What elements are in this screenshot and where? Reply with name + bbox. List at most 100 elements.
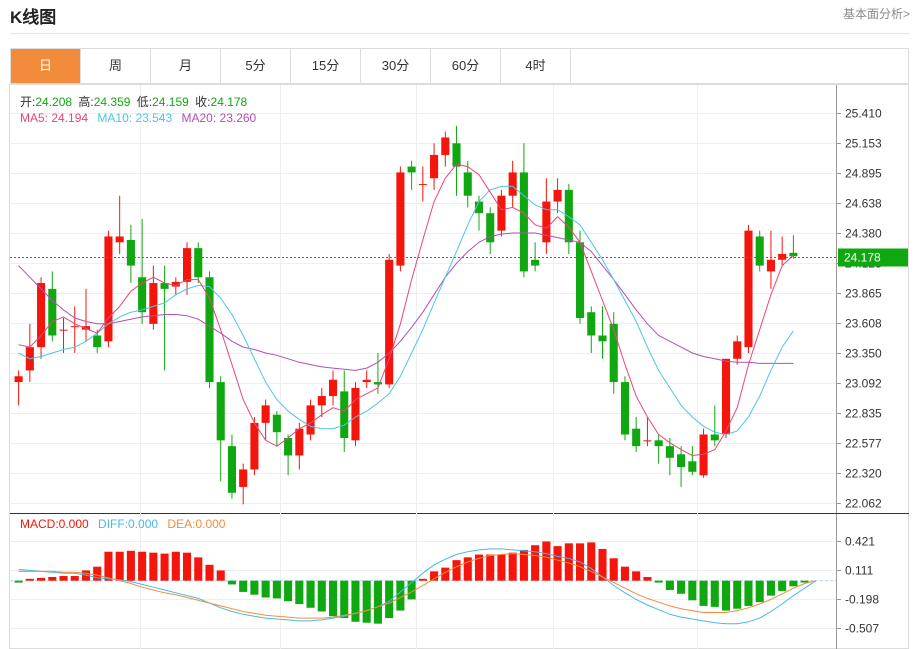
high-value: 24.359 [93, 95, 131, 109]
candle-body [272, 414, 281, 433]
tab-60min[interactable]: 60分 [431, 49, 501, 83]
candle-body [194, 248, 203, 278]
tab-15min[interactable]: 15分 [291, 49, 361, 83]
candle-body [710, 434, 719, 441]
candle-body [430, 154, 439, 179]
candle-body [789, 252, 798, 257]
fundamental-analysis-link[interactable]: 基本面分析> [842, 7, 910, 21]
macd-histogram-bar [328, 580, 338, 617]
dea-line [18, 553, 816, 619]
macd-histogram-bar [710, 580, 719, 607]
candlestick [385, 253, 394, 388]
candlestick [721, 358, 731, 438]
candle-body [418, 184, 427, 186]
candle-body [733, 341, 742, 359]
candlestick [362, 370, 371, 388]
candlestick [418, 166, 427, 202]
candlestick [766, 230, 775, 289]
tab-4hour[interactable]: 4时 [501, 49, 571, 83]
macd-histogram-bar [37, 577, 46, 581]
candlestick [620, 376, 629, 441]
price-axis-tick-label: 25.410 [845, 107, 882, 121]
price-axis-tick-label: 24.380 [845, 227, 882, 241]
candlestick [609, 312, 618, 394]
candle-body [755, 236, 764, 266]
candlestick [14, 370, 23, 406]
macd-histogram-bar [609, 558, 618, 581]
candle-body [104, 236, 113, 342]
macd-histogram-bar [14, 580, 23, 583]
macd-histogram-bar [396, 580, 405, 611]
candle-body [665, 446, 674, 458]
candle-body [564, 189, 573, 243]
tab-30min[interactable]: 30分 [361, 49, 431, 83]
macd-histogram-bar [351, 580, 360, 622]
candle-body [183, 248, 192, 282]
macd-histogram-bar [227, 580, 236, 585]
candlestick [486, 207, 495, 254]
candlestick [250, 417, 259, 476]
macd-histogram-bar [755, 580, 764, 603]
candle-body [677, 454, 686, 468]
price-axis-tick-label: 25.153 [845, 137, 882, 151]
macd-histogram-bar [216, 570, 225, 581]
candlestick [564, 184, 573, 254]
candlestick [272, 411, 281, 447]
candlestick [789, 235, 798, 259]
candle-body [149, 283, 158, 324]
macd-histogram-bar [598, 548, 607, 581]
macd-histogram-bar [733, 580, 742, 609]
tab-month[interactable]: 月 [151, 49, 221, 83]
macd-histogram-bar [542, 541, 551, 581]
macd-histogram-bar [171, 551, 180, 581]
candle-body [216, 382, 225, 441]
macd-histogram-bar [452, 560, 461, 581]
macd-histogram-bar [463, 557, 472, 581]
candlestick [171, 277, 180, 295]
tab-day[interactable]: 日 [11, 49, 81, 83]
macd-histogram-bar [665, 580, 674, 591]
candle-body [699, 434, 708, 476]
candle-body [497, 195, 506, 231]
macd-histogram-bar [104, 551, 113, 581]
ohlc-readout: 开:24.208 高:24.359 低:24.159 收:24.178 [20, 93, 247, 110]
macd-histogram-bar [48, 576, 57, 581]
close-value: 24.178 [210, 95, 248, 109]
candle-body [463, 172, 472, 196]
macd-histogram-bar [564, 543, 573, 581]
macd-histogram-bar [430, 571, 439, 581]
candle-body [744, 230, 753, 348]
candlestick [463, 160, 472, 208]
candle-body [340, 391, 349, 438]
price-axis-tick-label: 22.577 [845, 437, 882, 451]
macd-histogram-bar [138, 551, 147, 581]
candlestick [643, 417, 652, 447]
tab-5min[interactable]: 5分 [221, 49, 291, 83]
candle-body [115, 236, 124, 243]
macd-histogram-bar [789, 580, 798, 587]
candlestick [587, 306, 596, 353]
candle-body [70, 326, 79, 328]
macd-histogram-bar [632, 571, 641, 581]
candle-body [620, 382, 629, 435]
candle-body [295, 428, 304, 456]
candle-body [160, 283, 169, 289]
macd-value: 0.000 [58, 517, 89, 531]
macd-histogram-bar [553, 546, 562, 581]
candle-body [407, 166, 416, 173]
candle-body [654, 440, 663, 447]
candlestick [508, 160, 517, 208]
candle-body [452, 143, 461, 167]
candle-body [306, 405, 315, 435]
macd-histogram-bar [441, 567, 450, 581]
candle-body [138, 277, 147, 313]
candlestick [317, 387, 326, 418]
candlestick [430, 143, 439, 190]
macd-histogram-bar [677, 580, 686, 594]
price-axis-tick-label: 22.062 [845, 497, 882, 511]
candlestick [261, 399, 270, 441]
candlestick [37, 277, 46, 359]
candlestick [115, 195, 124, 254]
tab-week[interactable]: 周 [81, 49, 151, 83]
